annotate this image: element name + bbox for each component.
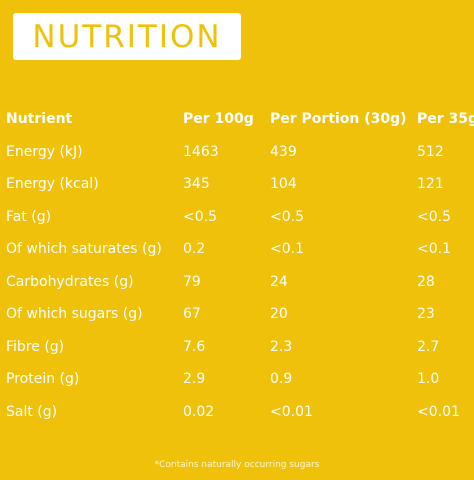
header-per-portion: Per Portion (30g) xyxy=(270,111,407,127)
cell-nutrient: Energy (kcal) xyxy=(6,176,99,192)
footnote: *Contains naturally occurring sugars xyxy=(154,460,320,470)
cell-per-100g: 0.2 xyxy=(183,241,206,257)
header-per-35g: Per 35g xyxy=(417,111,474,127)
table-row: Salt (g) 0.02 <0.01 <0.01 xyxy=(0,396,474,429)
cell-per-portion: <0.01 xyxy=(270,403,313,420)
cell-per-portion: 2.3 xyxy=(270,338,293,355)
cell-nutrient: Of which sugars (g) xyxy=(6,306,143,322)
cell-per-100g: 0.02 xyxy=(183,403,215,420)
cell-per-portion: 104 xyxy=(270,176,297,192)
cell-per-35g: 2.7 xyxy=(417,338,440,355)
title-badge: NUTRITION xyxy=(13,13,241,60)
table-row: Energy (kcal) 345 104 121 xyxy=(0,168,474,201)
cell-per-portion: <0.5 xyxy=(270,208,304,225)
header-nutrient: Nutrient xyxy=(6,111,73,127)
table-row: Of which saturates (g) 0.2 <0.1 <0.1 xyxy=(0,233,474,266)
cell-nutrient: Salt (g) xyxy=(6,403,58,420)
cell-per-portion: 24 xyxy=(270,273,288,290)
header-per-100g: Per 100g xyxy=(183,111,254,127)
cell-per-35g: <0.01 xyxy=(417,403,460,420)
page-title: NUTRITION xyxy=(32,18,222,55)
cell-per-100g: 67 xyxy=(183,306,201,322)
cell-per-100g: 79 xyxy=(183,273,201,290)
cell-per-portion: <0.1 xyxy=(270,241,304,257)
cell-per-portion: 20 xyxy=(270,306,288,322)
cell-per-35g: 23 xyxy=(417,306,435,322)
table-header-row: Nutrient Per 100g Per Portion (30g) Per … xyxy=(0,103,474,136)
cell-per-35g: <0.5 xyxy=(417,208,451,225)
cell-per-35g: <0.1 xyxy=(417,241,451,257)
cell-per-portion: 0.9 xyxy=(270,371,293,387)
cell-nutrient: Of which saturates (g) xyxy=(6,241,162,257)
cell-nutrient: Carbohydrates (g) xyxy=(6,273,134,290)
nutrition-table: Nutrient Per 100g Per Portion (30g) Per … xyxy=(0,103,474,428)
table-row: Of which sugars (g) 67 20 23 xyxy=(0,298,474,331)
table-row: Protein (g) 2.9 0.9 1.0 xyxy=(0,363,474,396)
cell-per-35g: 121 xyxy=(417,176,444,192)
table-row: Energy (kJ) 1463 439 512 xyxy=(0,136,474,169)
table-row: Fibre (g) 7.6 2.3 2.7 xyxy=(0,331,474,364)
cell-nutrient: Protein (g) xyxy=(6,371,80,387)
cell-per-35g: 512 xyxy=(417,143,444,160)
cell-per-100g: 2.9 xyxy=(183,371,206,387)
cell-nutrient: Energy (kJ) xyxy=(6,143,83,160)
table-row: Fat (g) <0.5 <0.5 <0.5 xyxy=(0,201,474,234)
cell-per-100g: <0.5 xyxy=(183,208,217,225)
cell-nutrient: Fibre (g) xyxy=(6,338,65,355)
cell-per-35g: 28 xyxy=(417,273,435,290)
cell-per-portion: 439 xyxy=(270,143,297,160)
cell-per-100g: 1463 xyxy=(183,143,219,160)
cell-per-100g: 345 xyxy=(183,176,210,192)
cell-nutrient: Fat (g) xyxy=(6,208,52,225)
table-row: Carbohydrates (g) 79 24 28 xyxy=(0,266,474,299)
cell-per-35g: 1.0 xyxy=(417,371,440,387)
cell-per-100g: 7.6 xyxy=(183,338,206,355)
